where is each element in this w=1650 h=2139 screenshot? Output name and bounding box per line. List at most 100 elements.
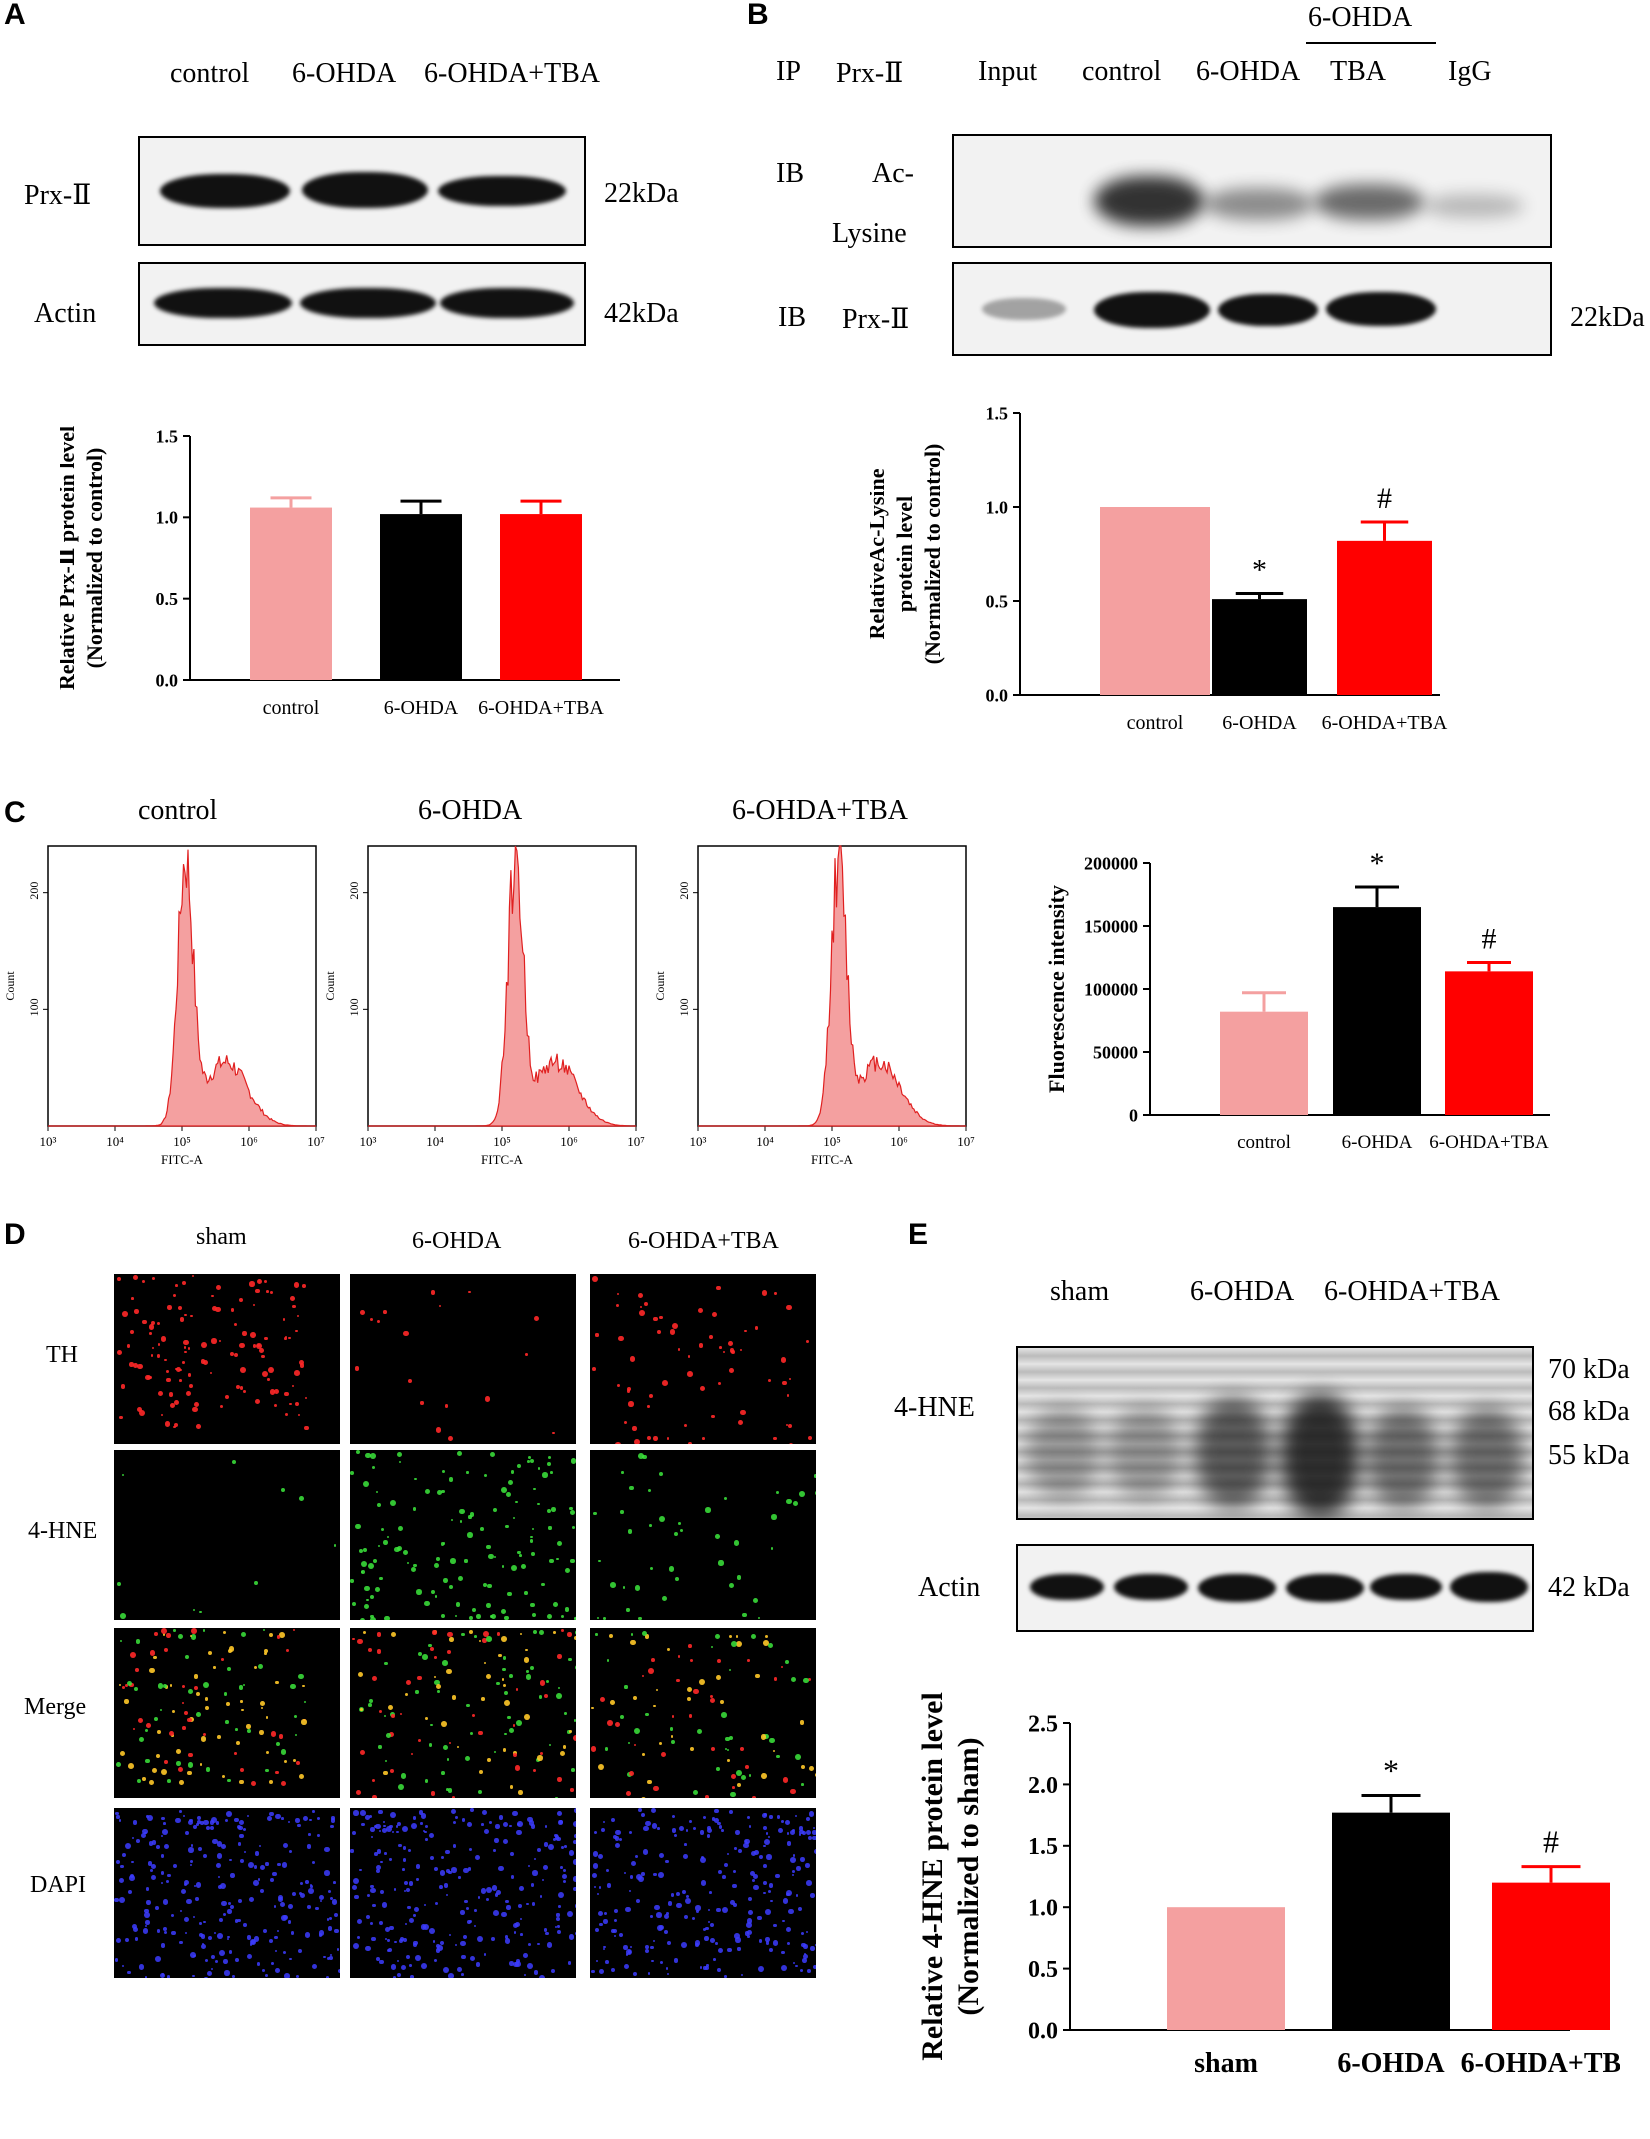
- y-tick-label: 0.5: [1028, 1957, 1058, 1983]
- cell-signal: [634, 1743, 637, 1746]
- y-tick-label: 0.0: [986, 685, 1009, 705]
- cell-signal: [785, 1889, 792, 1896]
- cell-signal: [195, 1711, 201, 1717]
- mw-label-70kda: 70 kDa: [1548, 1354, 1630, 1385]
- cell-signal: [595, 1959, 598, 1962]
- cell-signal: [190, 1633, 197, 1640]
- cell-signal: [486, 1544, 491, 1550]
- cell-signal: [667, 1901, 673, 1907]
- cell-signal: [794, 1814, 798, 1818]
- cell-signal: [627, 1741, 630, 1744]
- cell-signal: [263, 1279, 267, 1283]
- cell-signal: [133, 1727, 136, 1731]
- cell-signal: [790, 1788, 797, 1795]
- mw-label-22kda: 22kDa: [604, 178, 679, 209]
- cell-signal: [265, 1716, 269, 1720]
- cell-signal: [482, 1631, 489, 1638]
- cell-signal: [294, 1734, 298, 1737]
- cell-signal: [801, 1783, 804, 1786]
- cell-signal: [645, 1948, 650, 1954]
- cell-signal: [295, 1818, 300, 1823]
- y-tick-label: 0.5: [986, 591, 1009, 611]
- lane-label-control: control: [1082, 56, 1162, 87]
- cell-signal: [475, 1962, 481, 1968]
- cell-signal: [721, 1907, 728, 1914]
- cell-signal: [182, 1815, 185, 1818]
- cell-signal: [309, 1819, 312, 1822]
- cell-signal: [533, 1969, 539, 1975]
- cell-signal: [543, 1693, 548, 1698]
- cell-signal: [763, 1826, 768, 1831]
- cell-signal: [376, 1956, 381, 1961]
- cell-signal: [787, 1841, 792, 1846]
- bar-6-OHDA: [380, 514, 462, 680]
- cell-signal: [564, 1567, 570, 1574]
- x-tick-label: 6-OHDA: [384, 697, 459, 719]
- cell-signal: [801, 1931, 805, 1935]
- cell-signal: [615, 1722, 621, 1728]
- cell-signal: [351, 1830, 356, 1835]
- cell-signal: [637, 1808, 642, 1813]
- cell-signal: [509, 1960, 515, 1966]
- cell-signal: [494, 1893, 499, 1897]
- cell-signal: [390, 1963, 397, 1970]
- cell-signal: [252, 1343, 257, 1348]
- cell-signal: [595, 1633, 598, 1636]
- cell-signal: [781, 1965, 787, 1972]
- cell-signal: [610, 1582, 616, 1588]
- cell-signal: [181, 1685, 186, 1689]
- cell-signal: [528, 1942, 532, 1946]
- cell-signal: [269, 1939, 273, 1943]
- cell-signal: [190, 1628, 197, 1634]
- cell-signal: [223, 1692, 228, 1696]
- x-tick-label: 10⁵: [493, 1134, 511, 1149]
- cell-signal: [274, 1935, 278, 1940]
- micrograph-Merge-6-OHDA+TBA: [590, 1628, 816, 1798]
- cell-signal: [171, 1710, 175, 1714]
- cell-signal: [672, 1814, 676, 1819]
- cell-signal: [430, 1790, 436, 1796]
- cell-signal: [762, 1881, 767, 1886]
- cell-signal: [127, 1970, 131, 1975]
- cell-signal: [748, 1825, 752, 1828]
- cell-signal: [709, 1697, 716, 1704]
- cell-signal: [724, 1862, 729, 1867]
- cell-signal: [490, 1451, 496, 1457]
- cell-signal: [120, 1613, 127, 1620]
- cell-signal: [469, 1512, 475, 1517]
- cell-signal: [563, 1880, 567, 1884]
- cell-signal: [798, 1832, 802, 1836]
- cell-signal: [193, 1884, 196, 1887]
- cell-signal: [603, 1616, 606, 1620]
- cell-signal: [537, 1942, 540, 1945]
- cell-signal: [165, 1369, 169, 1374]
- cell-signal: [685, 1829, 688, 1832]
- cell-signal: [598, 1886, 602, 1889]
- cell-signal: [627, 1529, 633, 1534]
- cell-signal: [334, 1928, 339, 1934]
- blot-band: [1204, 188, 1314, 220]
- cell-signal: [537, 1755, 543, 1761]
- cell-signal: [530, 1824, 536, 1829]
- cell-signal: [742, 1612, 748, 1618]
- cell-signal: [257, 1878, 260, 1881]
- cell-signal: [455, 1943, 458, 1946]
- cell-signal: [727, 1947, 732, 1953]
- cell-signal: [354, 1366, 359, 1371]
- cell-signal: [246, 1935, 252, 1940]
- cell-signal: [442, 1542, 446, 1545]
- cell-signal: [743, 1843, 749, 1849]
- cell-signal: [513, 1517, 516, 1520]
- cell-signal: [539, 1975, 546, 1978]
- cell-signal: [404, 1922, 408, 1926]
- cell-signal: [538, 1695, 543, 1699]
- hist-y-label: Count: [653, 971, 667, 1001]
- cell-signal: [217, 1875, 220, 1879]
- cell-signal: [145, 1758, 150, 1764]
- cell-signal: [364, 1586, 370, 1592]
- cell-signal: [357, 1671, 364, 1678]
- cell-signal: [642, 1752, 645, 1756]
- cell-signal: [736, 1782, 741, 1787]
- cell-signal: [200, 1821, 204, 1826]
- cell-signal: [362, 1480, 369, 1487]
